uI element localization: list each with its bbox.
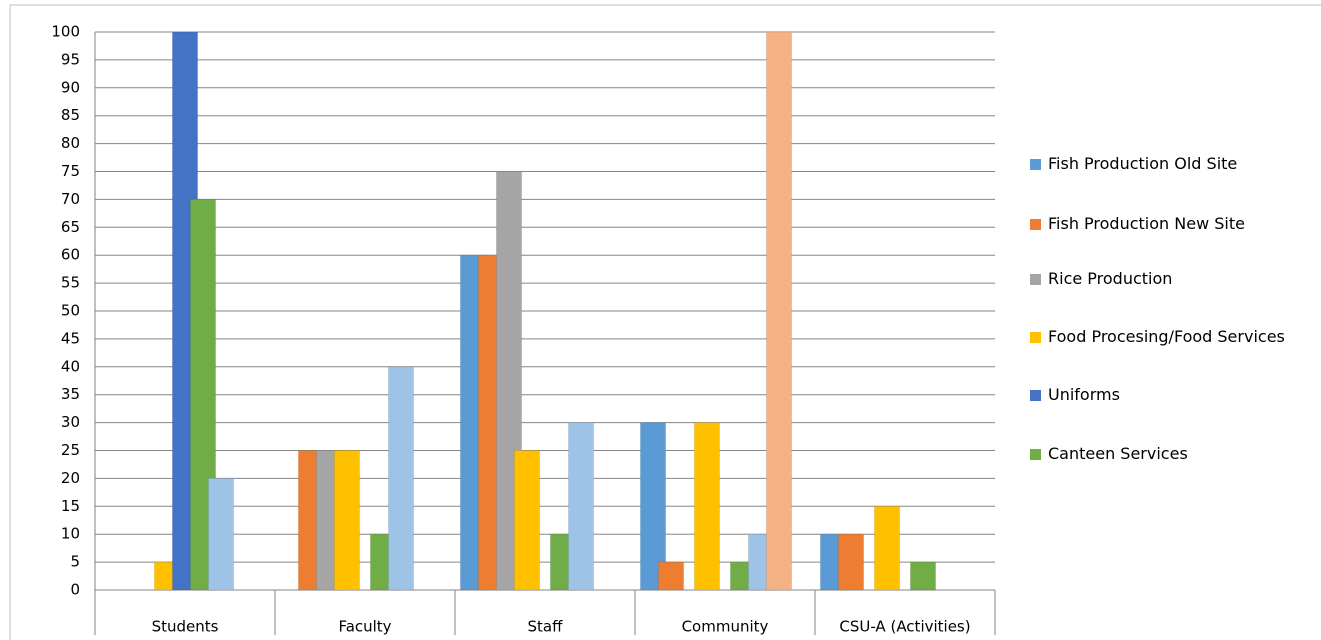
legend-swatch	[1030, 219, 1041, 230]
legend-label: Rice Production	[1048, 269, 1173, 288]
legend-swatch	[1030, 159, 1041, 170]
legend-swatch	[1030, 332, 1041, 343]
bar	[513, 450, 541, 591]
bar	[693, 422, 721, 591]
y-tick-label: 70	[61, 190, 80, 208]
y-tick-label: 40	[61, 357, 80, 375]
y-tick-label: 20	[61, 469, 80, 487]
chart-frame	[9, 4, 1321, 640]
y-tick-label: 95	[61, 50, 80, 68]
bar	[207, 477, 235, 591]
y-tick-label: 65	[61, 218, 80, 236]
bar	[873, 505, 901, 591]
legend-swatch	[1030, 390, 1041, 401]
y-tick-label: 60	[61, 246, 80, 264]
legend-label: Food Procesing/Food Services	[1048, 327, 1285, 346]
legend-item: Fish Production Old Site	[1030, 150, 1305, 178]
legend-item: Fish Production New Site	[1030, 210, 1305, 238]
bar	[765, 31, 793, 591]
legend-label: Fish Production Old Site	[1048, 154, 1238, 173]
legend-swatch	[1030, 274, 1041, 285]
bar	[387, 366, 415, 591]
bar	[657, 561, 685, 591]
legend-item: Rice Production	[1030, 265, 1305, 293]
y-tick-label: 55	[61, 274, 80, 292]
bar	[837, 533, 865, 591]
y-tick-label: 100	[51, 23, 80, 41]
bar	[909, 561, 937, 591]
x-tick-label: Community	[682, 618, 769, 636]
legend-label: Fish Production New Site	[1048, 214, 1245, 233]
y-tick-label: 15	[61, 497, 80, 515]
y-tick-label: 0	[70, 581, 80, 599]
legend-label: Uniforms	[1048, 385, 1120, 404]
y-tick-label: 90	[61, 78, 80, 96]
y-tick-label: 30	[61, 413, 80, 431]
x-tick-label: Staff	[528, 618, 564, 636]
bar	[333, 450, 361, 591]
y-tick-label: 50	[61, 302, 80, 320]
y-tick-label: 80	[61, 134, 80, 152]
legend-label: Canteen Services	[1048, 444, 1188, 463]
x-tick-label: Students	[152, 618, 219, 636]
bar	[567, 422, 595, 591]
x-tick-label: CSU-A (Activities)	[839, 618, 970, 636]
legend-swatch	[1030, 449, 1041, 460]
y-tick-label: 10	[61, 525, 80, 543]
y-tick-label: 25	[61, 441, 80, 459]
legend-item: Canteen Services	[1030, 440, 1305, 468]
legend-item: Uniforms	[1030, 381, 1305, 409]
y-tick-label: 85	[61, 106, 80, 124]
x-tick-label: Faculty	[338, 618, 391, 636]
y-tick-label: 35	[61, 385, 80, 403]
y-tick-label: 75	[61, 162, 80, 180]
legend-item: Food Procesing/Food Services	[1030, 323, 1305, 351]
y-tick-label: 5	[70, 553, 80, 571]
y-tick-label: 45	[61, 329, 80, 347]
